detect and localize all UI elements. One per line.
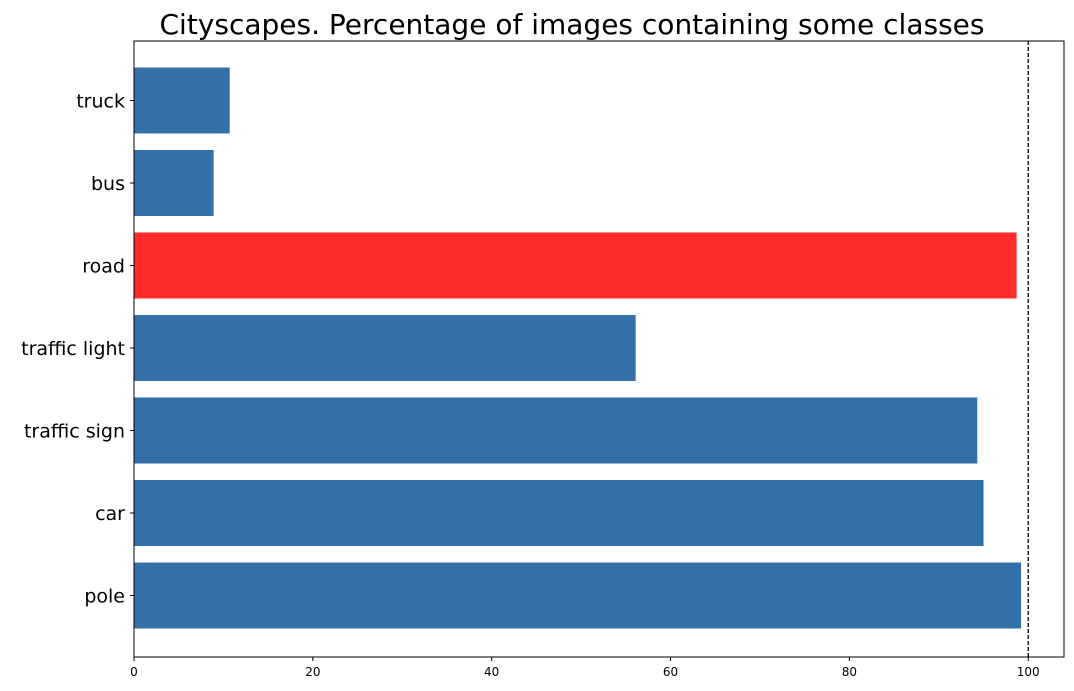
bar-traffic-light xyxy=(134,315,636,381)
chart-title: Cityscapes. Percentage of images contain… xyxy=(160,8,985,41)
bar-traffic-sign xyxy=(134,397,978,464)
bar-car xyxy=(134,480,984,546)
category-label-traffic-light: traffic light xyxy=(21,338,125,360)
category-label-pole: pole xyxy=(84,586,125,608)
x-tick-label-100: 100 xyxy=(1017,665,1040,679)
bar-pole xyxy=(134,562,1022,629)
x-tick-label-20: 20 xyxy=(305,665,320,679)
bar-road xyxy=(134,232,1017,299)
labels-layer: pole car traffic sign traffic light road bus t… xyxy=(21,91,1040,680)
category-label-traffic-sign: traffic sign xyxy=(24,421,125,443)
category-label-road: road xyxy=(82,256,125,278)
x-tick-label-0: 0 xyxy=(130,665,138,679)
x-tick-label-80: 80 xyxy=(842,665,857,679)
bar-truck xyxy=(134,67,230,134)
bar-bus xyxy=(134,150,214,216)
category-label-bus: bus xyxy=(91,173,125,195)
plot-frame xyxy=(133,40,1065,658)
x-tick-label-40: 40 xyxy=(484,665,499,679)
axes-layer xyxy=(130,40,1065,661)
bars-layer xyxy=(134,67,1022,629)
x-tick-label-60: 60 xyxy=(663,665,678,679)
category-label-truck: truck xyxy=(76,91,125,113)
category-label-car: car xyxy=(95,503,125,525)
